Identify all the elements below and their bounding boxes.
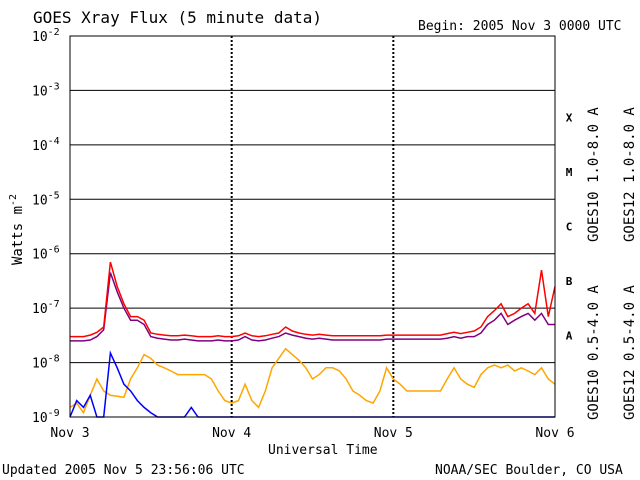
y-tick-base: 10 (32, 139, 48, 154)
plot-frame (69, 35, 556, 418)
x-axis-ticks: Nov 3 Nov 4 Nov 5 Nov 6 (50, 426, 574, 441)
flare-class-label: A (566, 329, 573, 342)
begin-label: Begin: 2005 Nov 3 0000 UTC (418, 19, 622, 34)
y-tick-label: 10-4 (32, 136, 60, 154)
y-tick-label: 10-5 (32, 190, 60, 208)
x-tick-label: Nov 5 (374, 426, 413, 441)
y-tick-label: 10-2 (32, 27, 60, 45)
y-tick-label: 10-9 (32, 408, 60, 426)
flare-class-label: B (566, 275, 573, 288)
credit-text: NOAA/SEC Boulder, CO USA (435, 463, 623, 478)
legend: GOES10 0.5-4.0 A GOES12 0.5-4.0 A GOES10 1… (586, 107, 638, 420)
series-line (70, 272, 555, 342)
series-line (69, 347, 556, 415)
flare-class-label: M (566, 166, 573, 179)
y-tick-base: 10 (32, 248, 48, 263)
y-axis-ticks: 10-910-810-710-610-510-410-310-2 (32, 27, 60, 426)
y-tick-label: 10-6 (32, 245, 60, 263)
y-axis-label: Watts m-2 (8, 194, 26, 265)
flare-class-label: X (566, 112, 573, 125)
legend-entry: GOES12 1.0-8.0 A (622, 107, 638, 242)
y-axis-label-base: Watts m (10, 206, 26, 265)
y-tick-label: 10-8 (32, 354, 60, 372)
y-tick-exp: -9 (48, 408, 60, 419)
x-tick-label: Nov 3 (50, 426, 89, 441)
x-tick-label: Nov 6 (535, 426, 574, 441)
legend-entry: GOES10 1.0-8.0 A (586, 107, 602, 242)
y-tick-exp: -5 (48, 190, 60, 201)
y-tick-exp: -8 (48, 354, 60, 365)
x-tick-label: Nov 4 (212, 426, 251, 441)
y-tick-label: 10-7 (32, 299, 60, 317)
y-tick-exp: -3 (48, 81, 60, 92)
x-axis-label: Universal Time (268, 443, 378, 458)
chart-title: GOES Xray Flux (5 minute data) (33, 8, 322, 27)
flare-class-labels: X M C B A (566, 112, 573, 343)
series-line (70, 261, 556, 338)
legend-entry: GOES10 0.5-4.0 A (586, 285, 602, 420)
y-axis-label-exp: -2 (8, 194, 19, 206)
y-tick-exp: -6 (48, 245, 60, 256)
series-lines (69, 261, 556, 418)
flare-class-label: C (566, 221, 573, 234)
y-tick-base: 10 (32, 84, 48, 99)
y-tick-base: 10 (32, 302, 48, 317)
updated-timestamp: Updated 2005 Nov 5 23:56:06 UTC (2, 463, 245, 478)
y-tick-base: 10 (32, 357, 48, 372)
y-tick-base: 10 (32, 411, 48, 426)
y-tick-exp: -4 (48, 136, 60, 147)
y-tick-exp: -7 (48, 299, 60, 310)
y-tick-base: 10 (32, 193, 48, 208)
gridlines (70, 36, 555, 417)
y-tick-base: 10 (32, 30, 48, 45)
y-tick-label: 10-3 (32, 81, 60, 99)
y-tick-exp: -2 (48, 27, 60, 38)
legend-entry: GOES12 0.5-4.0 A (622, 285, 638, 420)
